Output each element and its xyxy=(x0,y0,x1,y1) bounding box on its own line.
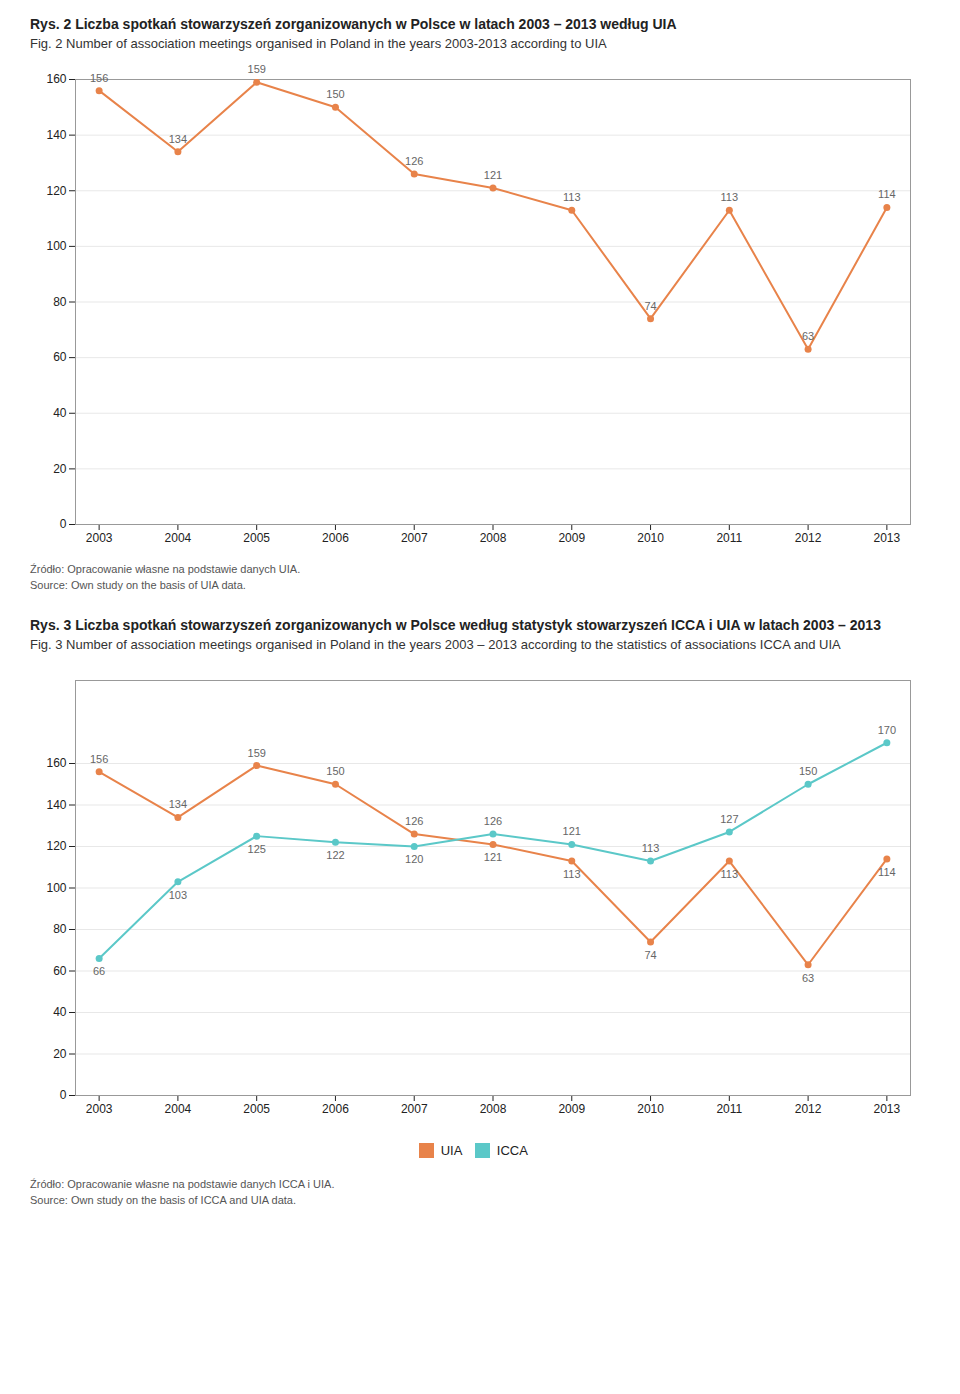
svg-text:121: 121 xyxy=(563,825,581,837)
svg-text:125: 125 xyxy=(247,843,265,855)
svg-text:63: 63 xyxy=(802,330,814,342)
html-text:Rys. 3 Liczba spotkań stowarzy: Rys. 3 Liczba spotkań stowarzyszeń zorga… xyxy=(30,617,881,633)
html-text:Fig. 3 Number of association m: Fig. 3 Number of association meetings or… xyxy=(30,637,841,652)
svg-text:156: 156 xyxy=(90,753,108,765)
svg-text:127: 127 xyxy=(720,813,738,825)
svg-text:2012: 2012 xyxy=(795,531,822,545)
svg-text:0: 0 xyxy=(60,1088,67,1102)
svg-text:134: 134 xyxy=(169,133,187,145)
svg-text:160: 160 xyxy=(46,756,66,770)
svg-text:2004: 2004 xyxy=(165,531,192,545)
svg-text:63: 63 xyxy=(802,972,814,984)
svg-text:114: 114 xyxy=(878,188,896,200)
svg-text:2010: 2010 xyxy=(637,531,664,545)
svg-text:150: 150 xyxy=(799,765,817,777)
svg-text:2005: 2005 xyxy=(243,1102,270,1116)
svg-text:2008: 2008 xyxy=(480,1102,507,1116)
svg-text:74: 74 xyxy=(644,300,656,312)
svg-text:100: 100 xyxy=(46,239,66,253)
html-text:ICCA: ICCA xyxy=(496,1143,528,1158)
svg-text:120: 120 xyxy=(46,184,66,198)
svg-text:121: 121 xyxy=(484,169,502,181)
svg-text:126: 126 xyxy=(405,815,423,827)
svg-text:126: 126 xyxy=(405,155,423,167)
svg-text:126: 126 xyxy=(484,815,502,827)
svg-text:20: 20 xyxy=(53,462,67,476)
svg-text:159: 159 xyxy=(247,63,265,75)
html-text:UIA: UIA xyxy=(440,1143,463,1158)
svg-text:2003: 2003 xyxy=(86,1102,113,1116)
svg-text:20: 20 xyxy=(53,1047,67,1061)
svg-text:150: 150 xyxy=(326,765,344,777)
html-text:Źródło: Opracowanie własne na: Źródło: Opracowanie własne na podstawie … xyxy=(30,1177,335,1190)
svg-text:114: 114 xyxy=(878,866,896,878)
svg-text:2013: 2013 xyxy=(874,1102,901,1116)
svg-text:2007: 2007 xyxy=(401,531,428,545)
svg-text:2010: 2010 xyxy=(637,1102,664,1116)
html-text:Fig. 2 Number of association m: Fig. 2 Number of association meetings or… xyxy=(30,36,607,51)
svg-text:40: 40 xyxy=(53,1005,67,1019)
svg-text:0: 0 xyxy=(60,517,67,531)
svg-text:2009: 2009 xyxy=(558,1102,585,1116)
svg-text:134: 134 xyxy=(169,798,187,810)
svg-text:80: 80 xyxy=(53,295,67,309)
svg-text:2011: 2011 xyxy=(716,531,742,545)
svg-text:103: 103 xyxy=(169,889,187,901)
svg-text:2006: 2006 xyxy=(322,1102,349,1116)
svg-text:113: 113 xyxy=(642,842,660,854)
html-text:Source: Own study on the basis: Source: Own study on the basis of UIA da… xyxy=(30,579,246,591)
html-text:Source: Own study on the basis: Source: Own study on the basis of ICCA a… xyxy=(30,1193,296,1206)
svg-text:80: 80 xyxy=(53,922,67,936)
svg-text:2008: 2008 xyxy=(480,531,507,545)
svg-text:2012: 2012 xyxy=(795,1102,822,1116)
svg-text:156: 156 xyxy=(90,72,108,84)
html-text:Rys. 2 Liczba spotkań stowarzy: Rys. 2 Liczba spotkań stowarzyszeń zorga… xyxy=(30,16,677,32)
svg-text:2011: 2011 xyxy=(716,1102,742,1116)
svg-text:2005: 2005 xyxy=(243,531,270,545)
svg-text:113: 113 xyxy=(721,868,739,880)
svg-text:120: 120 xyxy=(405,853,423,865)
svg-text:120: 120 xyxy=(46,839,66,853)
svg-text:2007: 2007 xyxy=(401,1102,428,1116)
svg-text:113: 113 xyxy=(563,868,581,880)
svg-text:40: 40 xyxy=(53,406,67,420)
svg-text:113: 113 xyxy=(563,191,581,203)
svg-text:140: 140 xyxy=(46,798,66,812)
svg-text:2009: 2009 xyxy=(558,531,585,545)
html-text:Źródło: Opracowanie własne na: Źródło: Opracowanie własne na podstawie … xyxy=(30,563,301,575)
svg-text:121: 121 xyxy=(484,851,502,863)
svg-text:113: 113 xyxy=(721,191,739,203)
svg-text:170: 170 xyxy=(878,724,896,736)
svg-text:2003: 2003 xyxy=(86,531,113,545)
svg-text:2013: 2013 xyxy=(874,531,901,545)
svg-text:100: 100 xyxy=(46,881,66,895)
svg-text:2006: 2006 xyxy=(322,531,349,545)
svg-text:140: 140 xyxy=(46,128,66,142)
svg-text:122: 122 xyxy=(326,849,344,861)
svg-text:74: 74 xyxy=(644,949,656,961)
svg-text:66: 66 xyxy=(93,965,105,977)
svg-text:150: 150 xyxy=(326,88,344,100)
svg-text:60: 60 xyxy=(53,964,67,978)
svg-text:2004: 2004 xyxy=(165,1102,192,1116)
svg-text:159: 159 xyxy=(247,747,265,759)
svg-text:160: 160 xyxy=(46,72,66,86)
svg-text:60: 60 xyxy=(53,350,67,364)
